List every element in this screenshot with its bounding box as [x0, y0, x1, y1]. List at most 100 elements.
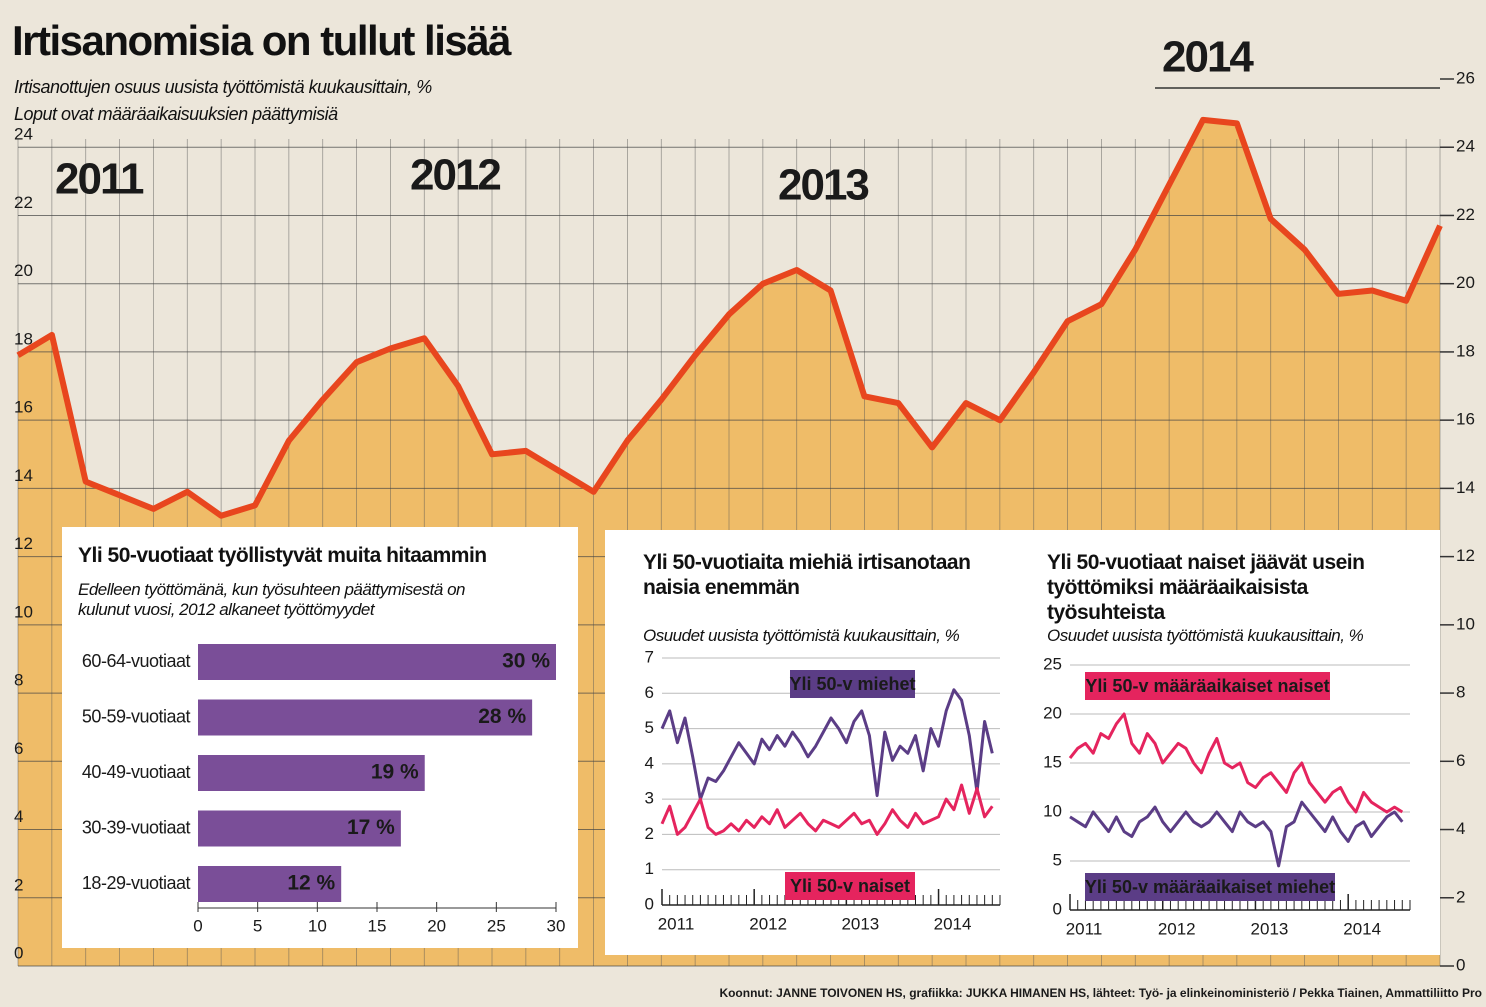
y-tick-label: 4: [645, 753, 654, 772]
y-tick-label: 24: [14, 125, 33, 144]
x-tick-label: 2014: [1343, 919, 1381, 938]
year-annotation: 2012: [410, 151, 500, 200]
year-annotation: 2011: [55, 155, 144, 204]
x-tick-label: 20: [427, 916, 446, 935]
y2-tick-label: 6: [1456, 751, 1465, 770]
x-tick-label: 15: [368, 916, 387, 935]
y-tick-label: 7: [645, 647, 654, 666]
year-annotation: 2013: [778, 161, 868, 210]
y2-tick-label: 18: [1456, 341, 1475, 360]
inset-subtitle: Osuudet uusista työttömistä kuukausittai…: [643, 626, 960, 645]
y-tick-label: 10: [1043, 801, 1062, 820]
y2-tick-label: 10: [1456, 614, 1475, 633]
category-label: 60-64-vuotiaat: [82, 651, 191, 671]
y-tick-label: 12: [14, 534, 33, 553]
x-tick-label: 2013: [1251, 919, 1289, 938]
x-tick-label: 2013: [841, 914, 879, 933]
y-tick-label: 25: [1043, 654, 1062, 673]
y-tick-label: 5: [1053, 850, 1062, 869]
series-line: [660, 688, 994, 801]
x-tick-label: 2012: [749, 914, 787, 933]
value-label: 17 %: [347, 816, 395, 839]
y-tick-label: 16: [14, 398, 33, 417]
line: [16, 116, 1443, 519]
legend-label: Yli 50-v miehet: [789, 674, 915, 694]
value-label: 19 %: [371, 761, 419, 784]
y-tick-label: 6: [14, 739, 23, 758]
inset-title: Yli 50-vuotiaat työllistyvät muita hitaa…: [78, 544, 487, 567]
y-tick-label: 2: [14, 875, 23, 894]
x-tick-label: 5: [253, 916, 262, 935]
bar: [198, 644, 556, 680]
inset-subtitle: Edelleen työttömänä, kun työsuhteen päät…: [78, 580, 465, 620]
bar: [198, 810, 401, 847]
x-tick-label: 30: [547, 916, 566, 935]
category-label: 30-39-vuotiaat: [82, 817, 191, 837]
value-label: 12 %: [287, 872, 335, 895]
x-tick-label: 10: [308, 916, 327, 935]
y-tick-label: 6: [645, 683, 654, 702]
legend-label: Yli 50-v määräaikaiset miehet: [1085, 877, 1335, 897]
value-label: 30 %: [502, 650, 550, 673]
y-tick-label: 10: [14, 602, 33, 621]
y2-tick-label: 4: [1456, 819, 1465, 838]
y-tick-label: 15: [1043, 752, 1062, 771]
legend-box: [785, 872, 915, 900]
y-tick-label: 0: [1053, 899, 1062, 918]
y-tick-label: 14: [14, 466, 33, 485]
y2-tick-label: 8: [1456, 683, 1465, 702]
y2-tick-label: 0: [1456, 955, 1465, 974]
series-line: [660, 783, 994, 836]
y-tick-label: 0: [14, 943, 23, 962]
y-tick-label: 20: [14, 261, 33, 280]
inset-title: Yli 50-vuotiaita miehiä irtisanotaan nai…: [643, 551, 971, 600]
y-tick-label: 5: [645, 718, 654, 737]
y2-tick-label: 12: [1456, 546, 1475, 565]
category-label: 40-49-vuotiaat: [82, 762, 191, 782]
value-label: 28 %: [478, 705, 526, 728]
y2-tick-label: 26: [1456, 68, 1475, 87]
inset-title: Yli 50-vuotiaat naiset jäävät usein työt…: [1047, 551, 1365, 625]
x-tick-label: 2014: [934, 914, 972, 933]
legend-box: [790, 670, 915, 698]
y2-tick-label: 2: [1456, 887, 1465, 906]
y2-tick-label: 24: [1456, 137, 1475, 156]
category-label: 18-29-vuotiaat: [82, 873, 191, 893]
y2-tick-label: 14: [1456, 478, 1475, 497]
chart-subtitle: Irtisanottujen osuus uusista työttömistä…: [14, 77, 432, 97]
category-label: 50-59-vuotiaat: [82, 706, 191, 726]
y-tick-label: 8: [14, 671, 23, 690]
y2-tick-label: 22: [1456, 205, 1475, 224]
x-tick-label: 2012: [1158, 919, 1196, 938]
year-annotation: 2014: [1162, 33, 1254, 82]
x-tick-label: 25: [487, 916, 506, 935]
series-line: [1068, 712, 1404, 814]
y-tick-label: 1: [645, 859, 654, 878]
bar: [198, 866, 342, 902]
x-tick-label: 2011: [1066, 919, 1103, 938]
bar: [198, 699, 533, 736]
y-tick-label: 4: [14, 807, 23, 826]
bar: [198, 755, 425, 791]
y2-tick-label: 20: [1456, 273, 1475, 292]
chart-title: Irtisanomisia on tullut lisää: [12, 17, 511, 64]
y-tick-label: 3: [645, 789, 654, 808]
y-tick-label: 2: [645, 824, 654, 843]
y-tick-label: 0: [645, 894, 654, 913]
legend-box: [1085, 672, 1330, 700]
y2-tick-label: 16: [1456, 410, 1475, 429]
source: Koonnut: JANNE TOIVONEN HS, grafiikka: J…: [719, 986, 1482, 1000]
legend-label: Yli 50-v naiset: [790, 876, 910, 896]
legend-label: Yli 50-v määräaikaiset naiset: [1085, 676, 1329, 696]
legend-box: [1085, 873, 1335, 901]
inset-subtitle: Osuudet uusista työttömistä kuukausittai…: [1047, 626, 1364, 645]
x-tick-label: 2011: [658, 914, 695, 933]
y-tick-label: 22: [14, 193, 33, 212]
y-tick-label: 18: [14, 329, 33, 348]
series-line: [1069, 800, 1404, 868]
y-tick-label: 20: [1043, 703, 1062, 722]
chart-subtitle: Loput ovat määräaikaisuuksien päättymisi…: [14, 104, 338, 124]
x-tick-label: 0: [193, 916, 202, 935]
